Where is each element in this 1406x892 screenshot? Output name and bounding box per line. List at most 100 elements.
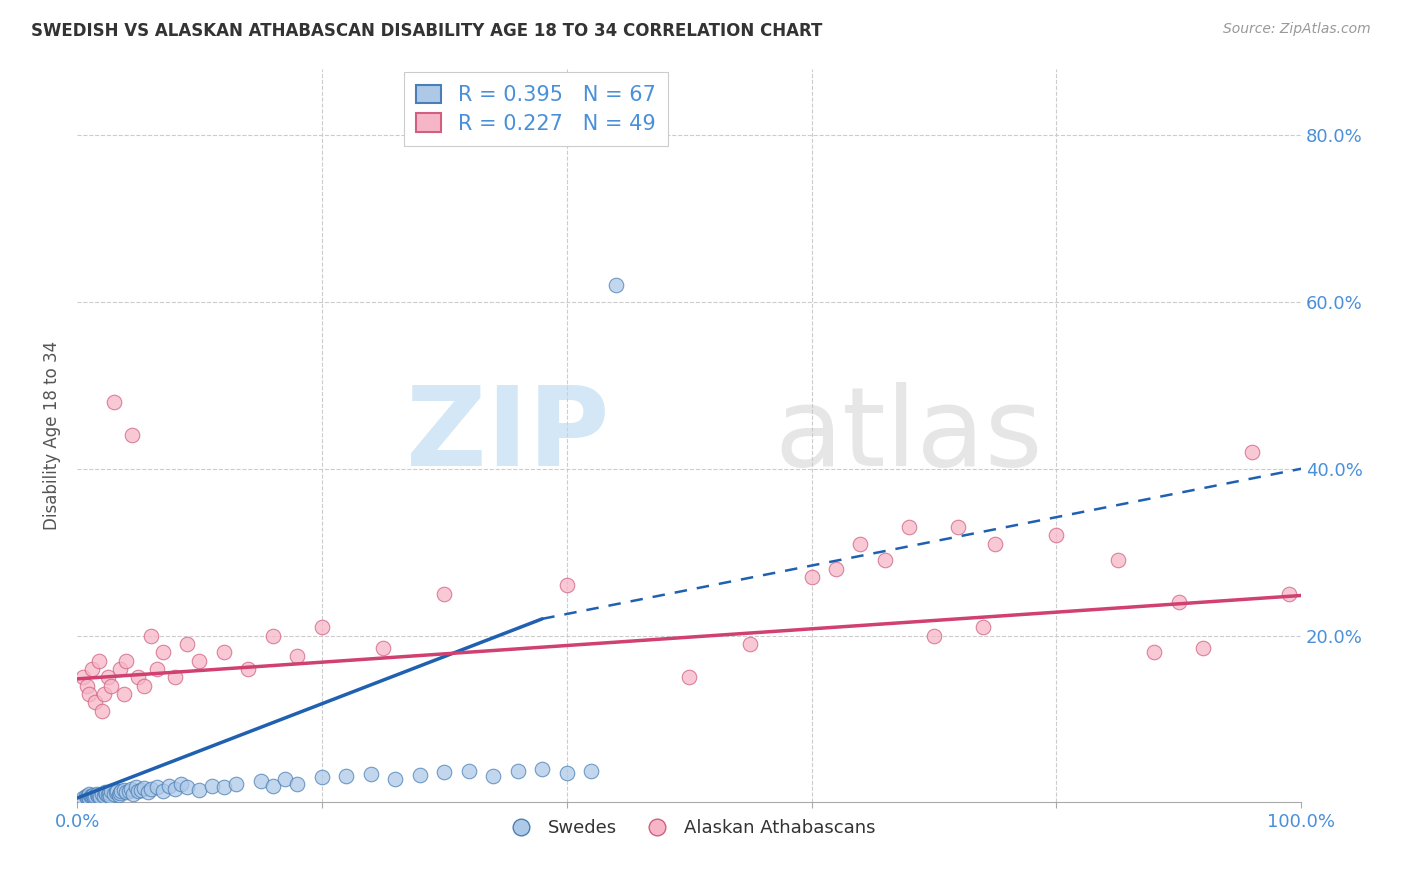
Point — [145, 662, 167, 676]
Legend: Swedes, Alaskan Athabascans: Swedes, Alaskan Athabascans — [495, 812, 883, 845]
Point — [105, 785, 128, 799]
Point — [79, 687, 101, 701]
Point — [80, 789, 103, 804]
Point — [107, 783, 129, 797]
Point — [84, 695, 107, 709]
Text: Source: ZipAtlas.com: Source: ZipAtlas.com — [1223, 22, 1371, 37]
Point — [1192, 640, 1215, 655]
Point — [287, 649, 309, 664]
Point — [409, 768, 432, 782]
Point — [89, 790, 111, 805]
Y-axis label: Disability Age 18 to 34: Disability Age 18 to 34 — [44, 341, 60, 530]
Point — [1278, 587, 1301, 601]
Point — [531, 762, 554, 776]
Point — [163, 781, 186, 796]
Point — [117, 783, 139, 797]
Point — [76, 679, 98, 693]
Point — [825, 562, 848, 576]
Point — [262, 779, 284, 793]
Point — [1241, 445, 1264, 459]
Point — [84, 789, 107, 803]
Point — [152, 645, 174, 659]
Point — [127, 670, 149, 684]
Point — [79, 791, 101, 805]
Point — [360, 767, 382, 781]
Point — [555, 766, 578, 780]
Text: atlas: atlas — [775, 382, 1043, 489]
Point — [120, 781, 142, 796]
Point — [238, 662, 260, 676]
Point — [79, 789, 101, 803]
Point — [108, 786, 131, 800]
Point — [107, 788, 129, 802]
Point — [121, 428, 143, 442]
Point — [129, 782, 152, 797]
Point — [1143, 645, 1166, 659]
Point — [100, 784, 122, 798]
Text: ZIP: ZIP — [406, 382, 610, 489]
Point — [110, 784, 132, 798]
Point — [984, 537, 1007, 551]
Point — [170, 777, 193, 791]
Point — [97, 786, 120, 800]
Point — [922, 628, 945, 642]
Point — [127, 784, 149, 798]
Point — [139, 628, 162, 642]
Point — [103, 787, 125, 801]
Point — [188, 653, 211, 667]
Point — [77, 789, 100, 804]
Point — [1045, 528, 1067, 542]
Point — [201, 779, 224, 793]
Point — [274, 772, 297, 786]
Point — [152, 783, 174, 797]
Point — [849, 537, 872, 551]
Point — [87, 789, 110, 804]
Point — [1167, 595, 1189, 609]
Point — [72, 791, 94, 805]
Point — [125, 780, 148, 795]
Point — [311, 770, 333, 784]
Point — [371, 640, 394, 655]
Point — [433, 587, 456, 601]
Point — [83, 790, 105, 805]
Point — [94, 785, 117, 799]
Point — [90, 704, 112, 718]
Point — [212, 780, 235, 795]
Point — [188, 782, 211, 797]
Point — [79, 787, 101, 801]
Point — [75, 789, 97, 803]
Point — [176, 637, 198, 651]
Point — [873, 553, 896, 567]
Point — [80, 662, 103, 676]
Point — [800, 570, 823, 584]
Point — [335, 768, 357, 782]
Point — [134, 679, 156, 693]
Point — [103, 395, 125, 409]
Point — [311, 620, 333, 634]
Point — [249, 774, 271, 789]
Point — [555, 578, 578, 592]
Point — [115, 653, 138, 667]
Text: SWEDISH VS ALASKAN ATHABASCAN DISABILITY AGE 18 TO 34 CORRELATION CHART: SWEDISH VS ALASKAN ATHABASCAN DISABILITY… — [31, 22, 823, 40]
Point — [97, 788, 120, 802]
Point — [89, 653, 111, 667]
Point — [134, 781, 156, 796]
Point — [898, 520, 921, 534]
Point — [740, 637, 762, 651]
Point — [678, 670, 700, 684]
Point — [157, 779, 180, 793]
Point — [97, 670, 120, 684]
Point — [1107, 553, 1129, 567]
Point — [82, 788, 104, 802]
Point — [948, 520, 970, 534]
Point — [384, 772, 406, 786]
Point — [93, 789, 115, 803]
Point — [482, 769, 505, 783]
Point — [112, 687, 135, 701]
Point — [86, 787, 108, 801]
Point — [98, 789, 121, 803]
Point — [93, 687, 115, 701]
Point — [96, 787, 118, 801]
Point — [112, 782, 135, 797]
Point — [287, 777, 309, 791]
